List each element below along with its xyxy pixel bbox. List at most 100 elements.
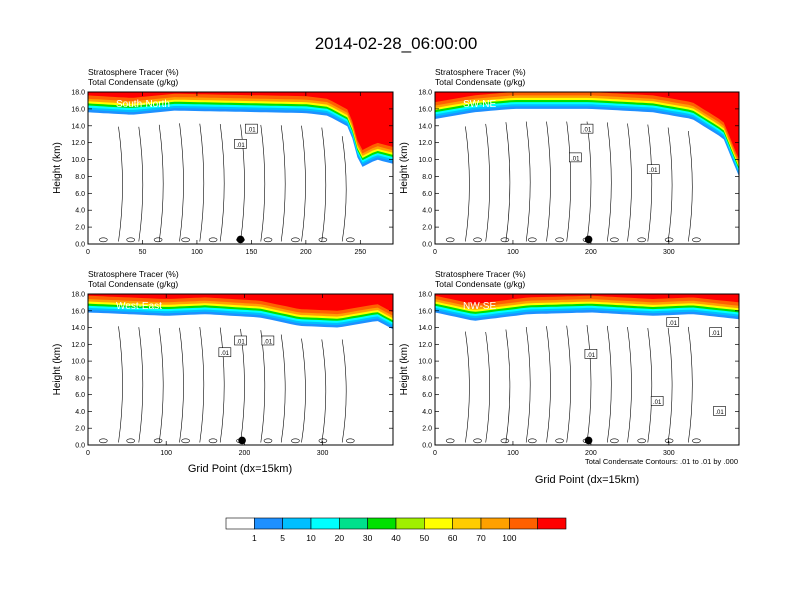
contour-label: .01 [649,168,658,174]
y-tick-label: 4.0 [422,208,432,215]
x-tick-label: 0 [86,450,90,457]
figure-title: 2014-02-28_06:00:00 [315,34,478,53]
condensate-blob [99,237,108,243]
condensate-blob [555,438,564,444]
y-tick-label: 10.0 [71,157,85,164]
condensate-label: Total Condensate (g/kg) [435,279,525,289]
x-axis-label-left: Grid Point (dx=15km) [188,463,292,475]
colorbar-swatch [452,517,482,530]
condensate-contours [118,326,347,443]
contour-label-box [261,335,275,346]
condensate-blob [208,237,218,243]
location-marker [236,235,245,244]
y-tick-label: 12.0 [71,140,85,147]
contour-label-box [569,152,582,163]
colorbar-label: 30 [363,533,373,543]
y-tick-label: 6.0 [75,191,85,198]
condensate-blob [263,438,273,444]
colorbar-swatch [339,517,368,530]
tracer-label: Stratosphere Tracer (%) [88,269,179,279]
x-tick-label: 100 [507,450,519,457]
condensate-blob [610,237,619,243]
y-tick-label: 4.0 [75,208,85,215]
y-tick-label: 12.0 [71,342,85,349]
condensate-contours [465,325,693,443]
condensate-blob [500,237,510,243]
x-tick-label: 0 [433,450,437,457]
y-tick-label: 10.0 [418,359,432,366]
condensate-label: Total Condensate (g/kg) [435,77,525,87]
condensate-blob [181,438,190,444]
panel-title: South-North [116,99,170,110]
y-tick-label: 14.0 [418,325,432,332]
condensate-blob [345,438,355,444]
colorbar-swatch [537,517,567,530]
condensate-blob [555,237,564,243]
condensate-blob [473,438,482,444]
contour-label-box [234,335,247,346]
colorbar-swatch [367,517,397,530]
colorbar-label: 60 [448,533,458,543]
x-tick-label: 300 [663,249,675,256]
x-tick-label: 300 [663,450,675,457]
location-marker [584,436,593,445]
x-tick-label: 0 [433,249,437,256]
contour-label-box [584,349,598,359]
y-tick-label: 0.0 [75,443,85,450]
condensate-blob [527,438,537,444]
condensate-blob [126,438,135,444]
x-tick-label: 100 [160,450,172,457]
condensate-blob [291,237,300,243]
panel-title: SW-NE [463,99,496,110]
y-tick-label: 0.0 [422,443,432,450]
tracer-band-0 [435,92,739,177]
panel-nw-se: .01 .01 .01 .01 .01 0.0 2.0 4.0 6.0 8.0 10.0 12.0 14… [399,269,740,457]
condensate-label: Total Condensate (g/kg) [88,77,178,87]
condensate-label: Total Condensate (g/kg) [88,279,178,289]
contour-label-box [709,327,722,337]
y-tick-label: 10.0 [71,359,85,366]
x-tick-label: 200 [585,249,597,256]
condensate-blob [263,237,273,243]
y-axis-label: Height (km) [52,344,63,396]
condensate-blob [99,438,108,444]
y-tick-label: 0.0 [422,242,432,249]
y-tick-label: 6.0 [422,191,432,198]
condensate-blob [500,438,510,444]
colorbar-swatch [254,517,283,530]
y-tick-label: 16.0 [71,308,85,315]
x-tick-label: 100 [191,249,203,256]
x-axis-label-right: Grid Point (dx=15km) [535,474,639,486]
y-tick-label: 16.0 [71,106,85,113]
contour-label: .01 [571,156,580,162]
contour-label-box [245,123,258,134]
colorbar-swatch [509,517,538,530]
plot-frame [87,293,394,446]
tracer-label: Stratosphere Tracer (%) [435,269,526,279]
y-axis-label: Height (km) [399,344,410,396]
condensate-blob [445,237,455,243]
colorbar-label: 1 [252,533,257,543]
panel-sw-ne: .01 .01 .01 0.0 2.0 4.0 6.0 8.0 10.0 12.0 14.0 16.0… [399,67,740,256]
contour-label-box [646,164,660,174]
y-tick-label: 8.0 [75,375,85,382]
plot-frame [434,91,740,245]
condensate-contours [118,123,347,242]
y-tick-label: 8.0 [422,375,432,382]
contour-label: .01 [587,353,596,359]
tracer-band-7 [88,92,393,150]
tracer-band-2 [88,92,393,163]
colorbar-swatch [395,517,425,530]
colorbar-swatch [480,517,510,530]
colorbar-label: 10 [306,533,316,543]
tracer-band-1 [88,92,393,165]
contour-label-box [666,317,680,327]
y-tick-label: 6.0 [75,392,85,399]
colorbar-swatch [282,517,312,530]
y-tick-label: 2.0 [75,426,85,433]
contour-label: .01 [711,331,720,337]
y-tick-label: 8.0 [422,174,432,181]
x-tick-label: 200 [239,450,251,457]
y-tick-label: 10.0 [418,157,432,164]
colorbar-swatch [310,517,340,530]
